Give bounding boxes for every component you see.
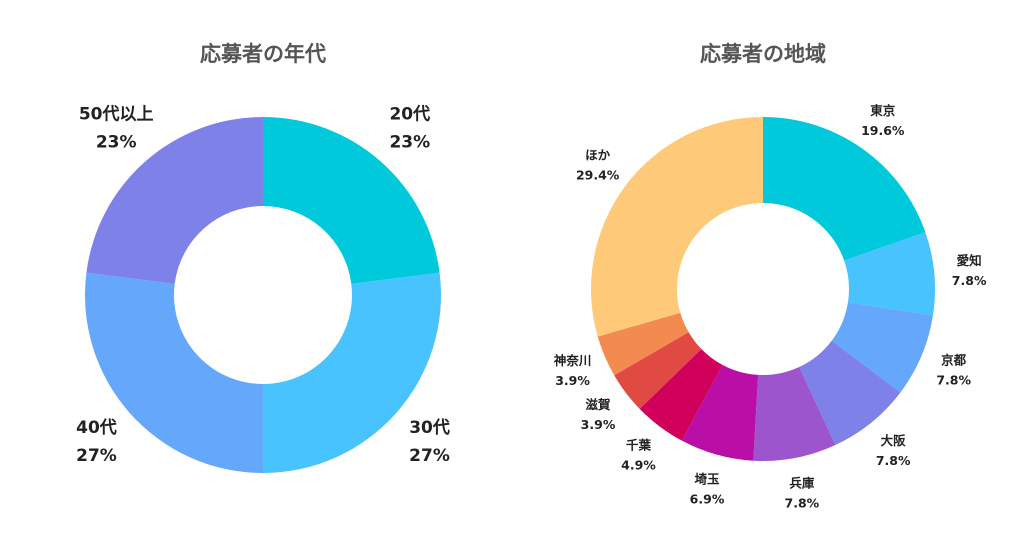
region-slice-label-0: 東京 (870, 103, 896, 118)
age-slice-label-1: 30代 (409, 417, 450, 438)
region-slice-0 (763, 117, 926, 261)
region-slice-1 (844, 232, 935, 316)
region-slice-value-5: 6.9% (690, 491, 725, 506)
age-slice-label-2: 40代 (76, 417, 117, 438)
age-slice-3 (86, 117, 263, 284)
region-slice-label-6: 千葉 (626, 437, 652, 452)
age-slice-2 (84, 272, 263, 473)
region-slice-label-9: ほか (585, 147, 611, 162)
region-slice-label-5: 埼玉 (695, 471, 721, 486)
age-chart-title: 応募者の年代 (200, 42, 326, 66)
age-slice-label-3: 50代以上 (79, 103, 154, 124)
region-slice-7 (614, 332, 702, 409)
region-slice-value-8: 3.9% (555, 373, 590, 388)
region-slice-4 (753, 367, 836, 462)
region-slice-label-8: 神奈川 (554, 353, 592, 368)
age-slice-value-2: 27% (76, 446, 117, 466)
age-slice-1 (263, 272, 441, 473)
region-slice-label-1: 愛知 (957, 253, 982, 268)
region-slice-3 (799, 340, 901, 446)
region-chart-title: 応募者の地域 (700, 42, 826, 66)
region-slice-label-4: 兵庫 (789, 475, 815, 490)
region-slice-2 (831, 302, 933, 393)
region-slice-8 (597, 312, 689, 376)
region-slice-value-3: 7.8% (876, 453, 911, 468)
age-slice-label-0: 20代 (389, 103, 430, 124)
region-slice-value-7: 3.9% (581, 417, 616, 432)
region-slice-value-4: 7.8% (785, 495, 820, 510)
region-slice-label-3: 大阪 (881, 433, 907, 448)
region-slice-9 (591, 117, 763, 337)
age-slice-value-3: 23% (96, 132, 137, 152)
region-slice-value-1: 7.8% (952, 273, 987, 288)
region-slice-value-6: 4.9% (621, 457, 656, 472)
age-slice-value-0: 23% (389, 132, 430, 152)
region-slice-label-7: 滋賀 (586, 397, 612, 412)
age-slice-0 (263, 117, 440, 284)
region-slice-value-2: 7.8% (936, 373, 971, 388)
region-slice-6 (639, 348, 723, 441)
region-slice-5 (681, 364, 759, 461)
age-donut-chart: 20代 23% 30代 27% 40代 27% 50代以上 23% (76, 103, 450, 473)
region-donut-chart: 東京 19.6% 愛知 7.8% 京都 7.8% 大阪 7.8% 兵庫 7.8% 埼玉 6.9% 千葉 4… (554, 103, 987, 510)
region-slice-value-0: 19.6% (861, 123, 905, 138)
region-slice-value-9: 29.4% (576, 167, 620, 182)
age-slice-value-1: 27% (409, 446, 450, 466)
region-slice-label-2: 京都 (941, 353, 967, 368)
